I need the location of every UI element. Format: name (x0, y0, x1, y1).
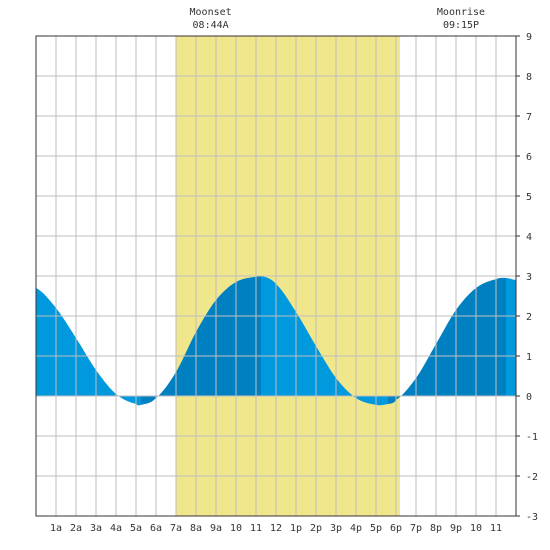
x-tick-label: 11 (490, 523, 502, 534)
tide-area-falling (261, 276, 388, 406)
moon-annotations: Moonset 08:44A Moonrise 09:15P (190, 7, 486, 31)
y-tick-label: 3 (526, 272, 532, 283)
tide-area-falling (36, 288, 141, 406)
x-tick-label: 1p (290, 523, 302, 534)
x-tick-label: 11 (250, 523, 262, 534)
x-tick-label: 10 (230, 523, 242, 534)
y-tick-label: 1 (526, 352, 532, 363)
x-tick-label: 5a (130, 523, 142, 534)
x-tick-label: 9p (450, 523, 462, 534)
x-tick-label: 8p (430, 523, 442, 534)
y-tick-labels: -3 -2 -1 0 1 2 3 4 5 6 7 8 9 (516, 32, 538, 523)
x-tick-label: 8a (190, 523, 202, 534)
x-tick-label: 6p (390, 523, 402, 534)
x-tick-label: 1a (50, 523, 62, 534)
x-tick-label: 3p (330, 523, 342, 534)
x-tick-label: 9a (210, 523, 222, 534)
x-tick-label: 2p (310, 523, 322, 534)
x-tick-label: 10 (470, 523, 482, 534)
y-tick-label: 6 (526, 152, 532, 163)
x-tick-label: 3a (90, 523, 102, 534)
y-tick-label: 5 (526, 192, 532, 203)
y-tick-label: 2 (526, 312, 532, 323)
tide-area-rising (141, 275, 261, 405)
tide-area-falling (506, 278, 516, 396)
moonset-label: Moonset (190, 7, 232, 18)
x-tick-label: 7a (170, 523, 182, 534)
y-tick-label: -3 (526, 512, 538, 523)
x-tick-label: 4a (110, 523, 122, 534)
y-tick-label: 9 (526, 32, 532, 43)
x-tick-labels: 1a 2a 3a 4a 5a 6a 7a 8a 9a 10 11 12 1p 2p 3p 4p 5p 6p 7p 8p… (50, 523, 502, 534)
x-tick-label: 5p (370, 523, 382, 534)
moonrise-label: Moonrise (437, 7, 485, 18)
y-tick-label: 4 (526, 232, 532, 243)
y-tick-label: -2 (526, 472, 538, 483)
y-tick-label: 7 (526, 112, 532, 123)
y-tick-label: 0 (526, 392, 532, 403)
x-tick-label: 2a (70, 523, 82, 534)
moonset-time: 08:44A (193, 20, 229, 31)
y-tick-label: 8 (526, 72, 532, 83)
x-tick-label: 6a (150, 523, 162, 534)
moonrise-time: 09:15P (443, 20, 479, 31)
y-tick-label: -1 (526, 432, 538, 443)
x-tick-label: 7p (410, 523, 422, 534)
x-tick-label: 4p (350, 523, 362, 534)
x-tick-label: 12 (270, 523, 282, 534)
